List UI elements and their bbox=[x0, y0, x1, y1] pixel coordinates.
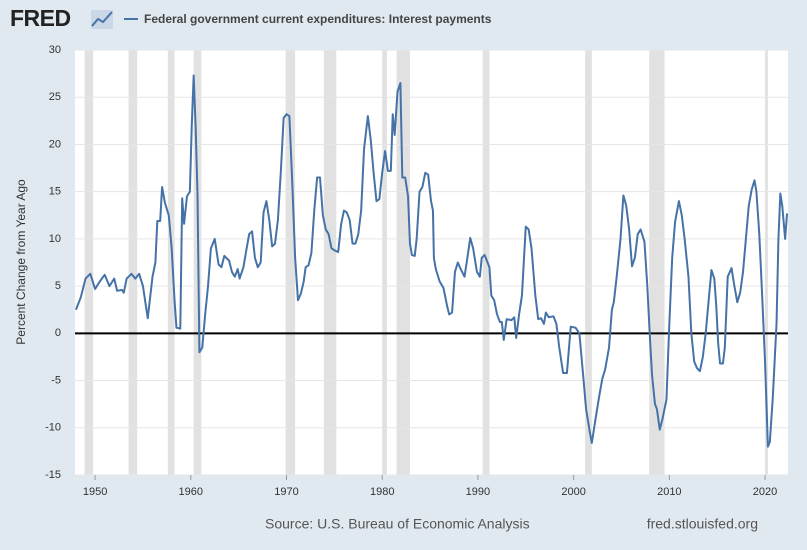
recession-band bbox=[585, 50, 592, 475]
x-tick-label: 1990 bbox=[466, 486, 490, 498]
x-tick-label: 1950 bbox=[83, 486, 107, 498]
y-tick-label: 0 bbox=[55, 327, 61, 339]
recession-band bbox=[765, 50, 768, 475]
y-tick-label: 5 bbox=[55, 280, 61, 292]
y-tick-label: -10 bbox=[45, 422, 61, 434]
x-tick-label: 2000 bbox=[561, 486, 585, 498]
y-tick-label: -5 bbox=[51, 374, 61, 386]
y-tick-label: 30 bbox=[49, 44, 61, 56]
logo: FRED bbox=[10, 5, 71, 31]
source: Source: U.S. Bureau of Economic Analysis bbox=[265, 516, 530, 532]
x-tick-label: 1970 bbox=[274, 486, 298, 498]
y-tick-label: -15 bbox=[45, 469, 61, 481]
recession-band bbox=[128, 50, 138, 475]
x-tick-label: 1960 bbox=[179, 486, 203, 498]
y-tick-label: 25 bbox=[49, 91, 61, 103]
logo-icon bbox=[91, 10, 113, 29]
x-tick-label: 2020 bbox=[753, 486, 777, 498]
y-tick-label: 20 bbox=[49, 138, 61, 150]
recession-band bbox=[382, 50, 387, 475]
site: fred.stlouisfed.org bbox=[647, 516, 758, 532]
y-tick-label: 10 bbox=[49, 233, 61, 245]
series-line bbox=[75, 74, 789, 448]
recession-band bbox=[396, 50, 410, 475]
legend-label: Federal government current expenditures:… bbox=[144, 12, 492, 26]
x-tick-label: 2010 bbox=[657, 486, 681, 498]
recession-band bbox=[482, 50, 490, 475]
y-axis-label: Percent Change from Year Ago bbox=[14, 179, 28, 345]
recession-band bbox=[323, 50, 337, 475]
recession-band bbox=[285, 50, 296, 475]
recession-band bbox=[649, 50, 665, 475]
y-tick-label: 15 bbox=[49, 186, 61, 198]
recession-band bbox=[167, 50, 175, 475]
recession-band bbox=[84, 50, 94, 475]
x-tick-label: 1980 bbox=[370, 486, 394, 498]
